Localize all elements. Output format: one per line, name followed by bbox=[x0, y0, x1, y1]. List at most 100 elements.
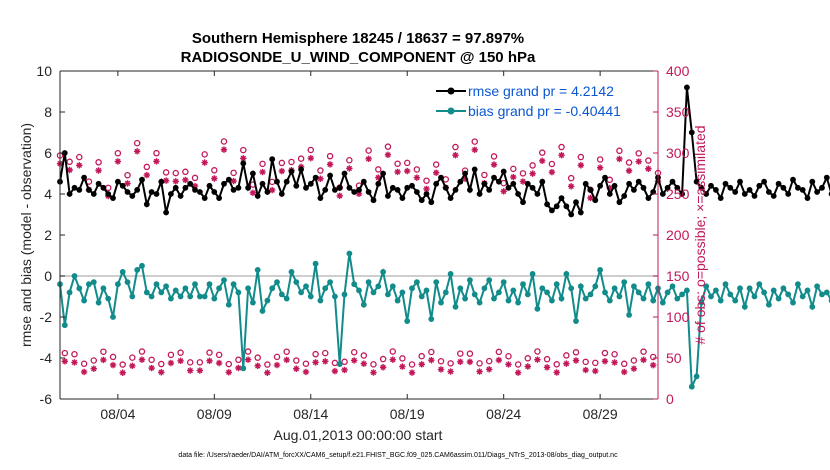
bias-data-point bbox=[298, 289, 304, 296]
bias-data-point bbox=[163, 283, 170, 290]
obs-assimilated-marker bbox=[394, 168, 401, 176]
rmse-data-point bbox=[71, 184, 78, 191]
bias-data-point bbox=[549, 297, 555, 304]
obs-assimilated-marker bbox=[490, 161, 498, 168]
obs-possible-marker bbox=[452, 143, 459, 151]
bias-data-point bbox=[452, 303, 459, 310]
obs-assimilated-marker bbox=[76, 162, 83, 169]
rmse-data-point bbox=[713, 187, 719, 193]
bias-data-point bbox=[597, 267, 603, 273]
obs-possible-marker bbox=[428, 348, 435, 356]
bias-data-point bbox=[529, 271, 536, 277]
rmse-data-point bbox=[245, 184, 252, 191]
y-tick-label-right: 250 bbox=[666, 186, 690, 202]
rmse-data-point bbox=[529, 184, 536, 191]
rmse-data-point bbox=[553, 203, 560, 210]
obs-assimilated-marker bbox=[293, 365, 300, 372]
bias-data-point bbox=[423, 287, 430, 294]
obs-possible-marker bbox=[288, 158, 295, 166]
bias-data-point bbox=[563, 271, 570, 277]
y-tick-label-left: 8 bbox=[44, 104, 52, 120]
obs-assimilated-marker bbox=[196, 367, 204, 374]
bias-data-point bbox=[71, 273, 78, 279]
y-tick-label-right: 400 bbox=[666, 63, 690, 79]
bias-data-point bbox=[322, 285, 329, 292]
rmse-data-point bbox=[467, 187, 473, 193]
obs-possible-marker bbox=[76, 153, 83, 161]
rmse-data-point bbox=[356, 187, 362, 193]
obs-possible-marker bbox=[389, 348, 397, 355]
obs-assimilated-marker bbox=[283, 356, 290, 364]
bias-data-point bbox=[327, 279, 333, 285]
obs-assimilated-marker bbox=[423, 185, 430, 193]
obs-possible-marker bbox=[317, 167, 324, 174]
obs-possible-marker bbox=[548, 160, 556, 168]
obs-possible-marker bbox=[206, 349, 213, 356]
obs-assimilated-marker bbox=[254, 362, 261, 370]
obs-possible-marker bbox=[495, 348, 503, 356]
plot-background bbox=[60, 71, 658, 399]
bias-data-point bbox=[370, 289, 377, 296]
y-tick-label-left: -4 bbox=[40, 350, 53, 366]
rmse-data-point bbox=[804, 195, 811, 202]
rmse-data-point bbox=[360, 178, 367, 185]
obs-assimilated-marker bbox=[273, 361, 281, 369]
obs-possible-marker bbox=[177, 349, 184, 356]
rmse-data-point bbox=[143, 201, 150, 208]
obs-assimilated-marker bbox=[505, 361, 512, 368]
obs-assimilated-marker bbox=[601, 358, 609, 365]
obs-assimilated-marker bbox=[331, 367, 339, 375]
obs-assimilated-marker bbox=[95, 167, 102, 174]
x-tick-label: 08/19 bbox=[390, 406, 425, 422]
obs-assimilated-marker bbox=[616, 155, 623, 163]
rmse-data-point bbox=[549, 207, 555, 214]
obs-assimilated-marker bbox=[379, 364, 387, 371]
bias-data-point bbox=[235, 289, 242, 296]
bias-data-point bbox=[500, 279, 507, 285]
obs-possible-marker bbox=[71, 350, 78, 358]
obs-possible-marker bbox=[196, 359, 204, 366]
x-tick-label: 08/09 bbox=[197, 406, 232, 422]
obs-possible-marker bbox=[225, 360, 233, 368]
bias-data-point bbox=[510, 287, 517, 294]
legend: rmse grand pr = 4.2142 bias grand pr = -… bbox=[430, 80, 652, 122]
obs-possible-marker bbox=[423, 177, 430, 184]
obs-possible-marker bbox=[148, 356, 155, 364]
rmse-data-point bbox=[606, 191, 613, 197]
obs-possible-marker bbox=[403, 159, 411, 167]
obs-assimilated-marker bbox=[167, 359, 175, 367]
bias-data-point bbox=[139, 262, 145, 269]
obs-possible-marker bbox=[457, 350, 464, 357]
rmse-data-point bbox=[727, 184, 734, 191]
bias-data-point bbox=[703, 283, 710, 290]
obs-assimilated-marker bbox=[278, 167, 286, 175]
rmse-data-point bbox=[76, 187, 83, 193]
obs-assimilated-marker bbox=[268, 186, 276, 194]
bias-data-point bbox=[717, 297, 724, 304]
bias-data-point bbox=[669, 283, 676, 290]
bias-data-point bbox=[336, 361, 343, 367]
rmse-data-point bbox=[486, 187, 493, 193]
rmse-data-point bbox=[471, 166, 478, 173]
obs-possible-marker bbox=[481, 171, 488, 179]
bias-data-point bbox=[187, 293, 194, 300]
bias-data-point bbox=[799, 293, 806, 300]
rmse-data-point bbox=[119, 182, 126, 189]
rmse-data-point bbox=[322, 187, 329, 193]
rmse-data-point bbox=[192, 187, 198, 193]
bias-data-point bbox=[245, 285, 252, 292]
bias-data-point bbox=[351, 281, 358, 288]
bias-data-point bbox=[684, 287, 690, 294]
bias-data-point bbox=[780, 285, 787, 292]
obs-possible-marker bbox=[109, 353, 117, 361]
bias-data-point bbox=[81, 297, 87, 304]
obs-assimilated-marker bbox=[539, 157, 546, 165]
obs-possible-marker bbox=[577, 153, 585, 161]
obs-possible-marker bbox=[394, 160, 401, 167]
bias-data-point bbox=[250, 299, 256, 306]
rmse-data-point bbox=[496, 178, 502, 185]
obs-assimilated-marker bbox=[162, 177, 170, 184]
bias-data-point bbox=[346, 250, 353, 257]
bias-data-point bbox=[616, 293, 623, 300]
rmse-data-point bbox=[380, 170, 386, 177]
